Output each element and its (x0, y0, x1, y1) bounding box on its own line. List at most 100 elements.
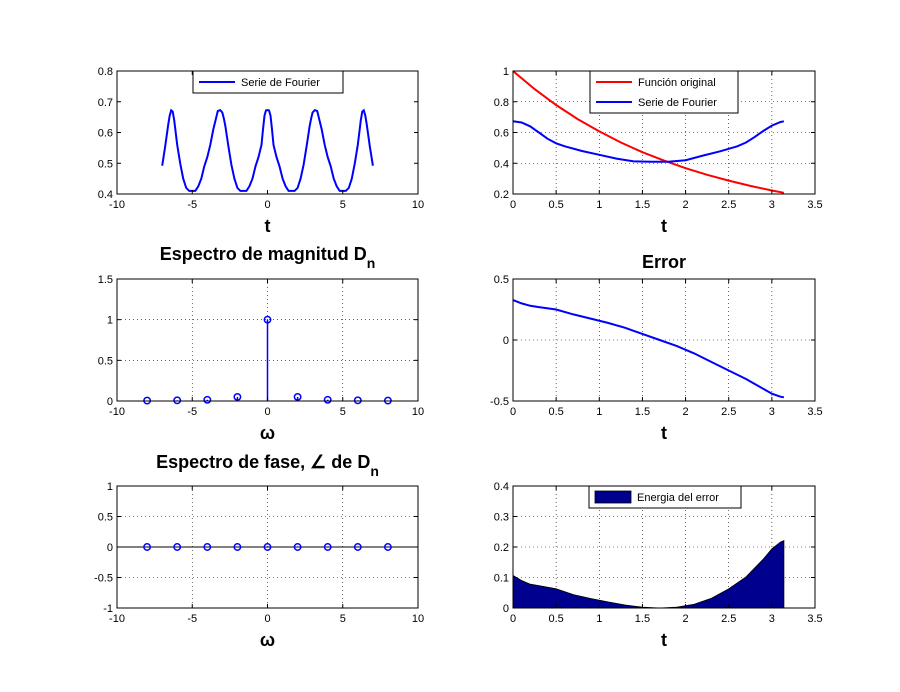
x-tick-label: 0.5 (548, 199, 563, 211)
y-tick-label: 0.4 (98, 189, 113, 201)
stem-marker (323, 395, 332, 404)
x-tick-label: 2 (683, 613, 689, 625)
x-tick-label: 10 (412, 406, 424, 418)
x-tick-label: -5 (187, 406, 197, 418)
x-tick-label: 1 (596, 406, 602, 418)
stem-marker (173, 543, 182, 551)
x-axis-label: t (661, 423, 667, 443)
chart-title: Error (642, 252, 686, 272)
legend-entry: Energia del error (637, 492, 719, 504)
x-tick-label: -5 (187, 613, 197, 625)
x-tick-label: -5 (187, 199, 197, 211)
x-tick-label: 3.5 (807, 199, 822, 211)
title-subscript: n (370, 463, 379, 479)
series-line-1 (512, 120, 785, 163)
stem-marker (383, 543, 392, 551)
stem-marker (233, 543, 242, 551)
y-tick-label: 0.6 (494, 128, 509, 140)
x-tick-label: 3.5 (807, 613, 822, 625)
x-axis-label: t (661, 216, 667, 236)
x-tick-label: 0.5 (548, 613, 563, 625)
legend-entry: Serie de Fourier (241, 77, 320, 89)
y-tick-label: 0.3 (494, 512, 509, 524)
x-tick-label: 5 (340, 406, 346, 418)
y-tick-label: 0 (107, 396, 113, 408)
x-tick-label: -10 (109, 199, 125, 211)
y-tick-label: -0.5 (490, 396, 509, 408)
x-tick-label: 0 (510, 613, 516, 625)
x-tick-label: 2.5 (721, 406, 736, 418)
y-tick-label: 1 (107, 315, 113, 327)
x-axis-label: t (265, 216, 271, 236)
stem-marker (263, 315, 272, 324)
y-tick-label: 0.8 (98, 66, 113, 78)
subplot-p1: -10 -5 0 5 10 0.4 0.5 0.6 0.7 0.8 t Serie de Fourie… (98, 66, 424, 236)
x-tick-label: 10 (412, 613, 424, 625)
stem-marker (323, 543, 332, 551)
y-tick-label: 0.2 (494, 542, 509, 554)
y-tick-label: 0 (503, 335, 509, 347)
y-tick-label: 0.5 (494, 274, 509, 286)
legend-box (192, 70, 344, 94)
y-tick-label: 0.5 (98, 512, 113, 524)
x-tick-label: -10 (109, 613, 125, 625)
stem-marker (173, 396, 182, 405)
stem-marker (263, 543, 272, 551)
y-tick-label: 0.6 (98, 128, 113, 140)
x-tick-label: 0 (264, 406, 270, 418)
y-tick-label: 0.5 (98, 158, 113, 170)
x-tick-label: 0 (264, 613, 270, 625)
x-tick-label: 1.5 (635, 406, 650, 418)
legend: Energia del error (588, 485, 742, 509)
x-tick-label: 0 (264, 199, 270, 211)
y-tick-label: 0.2 (494, 189, 509, 201)
y-tick-label: 1 (503, 66, 509, 78)
stem-marker (203, 543, 212, 551)
x-axis-label: ω (260, 423, 275, 443)
y-tick-label: -0.5 (94, 573, 113, 585)
title-subscript: n (367, 255, 376, 271)
series-line-0 (161, 108, 374, 192)
x-tick-label: 2.5 (721, 613, 736, 625)
y-tick-label: 1 (107, 481, 113, 493)
x-axis-label: t (661, 630, 667, 650)
x-tick-label: 2 (683, 199, 689, 211)
y-tick-label: 1.5 (98, 274, 113, 286)
stem-marker (203, 395, 212, 404)
y-tick-label: 0.8 (494, 97, 509, 109)
stem-marker (233, 392, 242, 401)
subplot-p2: 0 0.5 1 1.5 2 2.5 3 3.5 0.2 0.4 0.6 0.8 1 t Función or… (494, 66, 823, 236)
x-tick-label: 1.5 (635, 613, 650, 625)
x-tick-label: 5 (340, 613, 346, 625)
y-tick-label: 0.1 (494, 573, 509, 585)
legend: Serie de Fourier (192, 70, 344, 94)
x-tick-label: 2.5 (721, 199, 736, 211)
series-line-0 (512, 299, 785, 399)
y-tick-label: 0.5 (98, 355, 113, 367)
x-tick-label: 1 (596, 613, 602, 625)
series-line-0 (512, 70, 785, 194)
stem-marker (143, 543, 152, 551)
stem-marker (353, 396, 362, 405)
x-tick-label: 5 (340, 199, 346, 211)
x-tick-label: 0.5 (548, 406, 563, 418)
legend-entry: Serie de Fourier (638, 97, 717, 109)
stem-marker (293, 543, 302, 551)
plot-area (513, 279, 815, 401)
x-tick-label: 1.5 (635, 199, 650, 211)
x-tick-label: -10 (109, 406, 125, 418)
y-tick-label: 0 (503, 603, 509, 615)
x-tick-label: 0 (510, 199, 516, 211)
stem-marker (293, 392, 302, 401)
x-tick-label: 0 (510, 406, 516, 418)
x-tick-label: 3 (769, 406, 775, 418)
legend-swatch (594, 490, 632, 504)
subplot-p6: 0 0.5 1 1.5 2 2.5 3 3.5 0 0.1 0.2 0.3 0.4 t Energia de… (494, 481, 823, 650)
x-axis-label: ω (260, 630, 275, 650)
x-tick-label: 10 (412, 199, 424, 211)
legend: Función original Serie de Fourier (589, 70, 739, 114)
x-tick-label: 3 (769, 613, 775, 625)
stem-marker (353, 543, 362, 551)
